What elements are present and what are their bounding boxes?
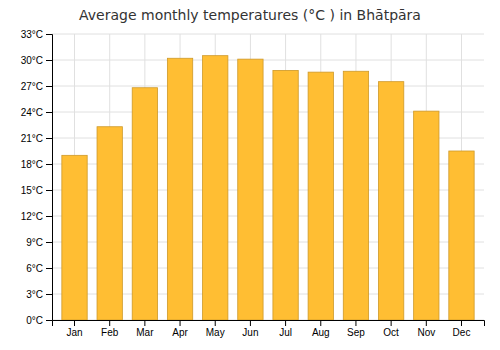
x-tick-mark <box>461 320 462 326</box>
bar <box>62 155 87 320</box>
grid-line-y <box>52 86 484 87</box>
grid-line-y <box>52 34 484 35</box>
y-tick: 15°C <box>21 185 52 196</box>
x-tick-label: Aug <box>312 327 330 338</box>
grid <box>52 34 484 320</box>
x-axis: Jan Feb Mar Apr May Jun Jul Aug Sep Oct Nov Dec <box>53 320 485 338</box>
x-tick-mark <box>320 320 321 326</box>
x-tick-mark <box>426 320 427 326</box>
y-tick: 27°C <box>21 81 52 92</box>
y-tick: 33°C <box>21 29 52 40</box>
x-tick: Apr <box>172 320 188 338</box>
y-tick: 6°C <box>26 263 52 274</box>
x-tick-mark <box>180 320 181 326</box>
x-tick: Feb <box>101 320 119 338</box>
y-tick: 0°C <box>26 315 52 326</box>
x-tick-mark <box>285 320 286 326</box>
x-tick-label: Nov <box>417 327 435 338</box>
y-tick: 18°C <box>21 159 52 170</box>
y-tick-label: 24°C <box>21 107 43 118</box>
bar <box>308 72 333 320</box>
y-tick-mark <box>46 268 52 269</box>
y-axis: 0°C 3°C 6°C 9°C 12°C 15°C 18°C 21°C 24°C 27°C 30°C… <box>21 29 53 326</box>
x-tick-mark <box>355 320 356 326</box>
bar <box>167 58 192 320</box>
x-tick: Dec <box>453 320 471 338</box>
y-tick-mark <box>46 86 52 87</box>
y-tick-mark <box>46 138 52 139</box>
bar <box>414 111 439 320</box>
y-tick-mark <box>46 164 52 165</box>
y-tick-label: 27°C <box>21 81 43 92</box>
x-tick-mark <box>109 320 110 326</box>
x-tick: Jun <box>242 320 258 338</box>
x-tick-mark <box>391 320 392 326</box>
y-tick-mark <box>46 216 52 217</box>
grid-line-y <box>52 60 484 61</box>
y-tick: 30°C <box>21 55 52 66</box>
y-tick-mark <box>46 60 52 61</box>
x-tick-label: Dec <box>453 327 471 338</box>
x-tick: Oct <box>383 320 399 338</box>
bars <box>62 56 474 320</box>
y-tick-label: 12°C <box>21 211 43 222</box>
x-tick-mark <box>250 320 251 326</box>
x-tick-label: May <box>206 327 225 338</box>
bar <box>273 70 298 320</box>
x-tick-label: Oct <box>383 327 399 338</box>
y-tick-mark <box>46 320 52 321</box>
y-tick-label: 18°C <box>21 159 43 170</box>
bar <box>97 127 122 320</box>
x-tick-label: Apr <box>172 327 188 338</box>
x-tick: Jan <box>66 320 82 338</box>
y-tick-label: 9°C <box>26 237 43 248</box>
x-tick: Sep <box>347 320 365 338</box>
y-tick-mark <box>46 34 52 35</box>
bar <box>238 59 263 320</box>
x-tick: Aug <box>312 320 330 338</box>
x-tick-label: Jul <box>279 327 292 338</box>
x-tick-label: Jun <box>242 327 258 338</box>
y-tick: 21°C <box>21 133 52 144</box>
bar <box>449 151 474 320</box>
title: Average monthly temperatures (°C ) in Bh… <box>79 7 421 23</box>
y-tick-label: 15°C <box>21 185 43 196</box>
chart: Average monthly temperatures (°C ) in Bh… <box>0 0 500 350</box>
y-tick-label: 3°C <box>26 289 43 300</box>
x-tick-label: Sep <box>347 327 365 338</box>
x-tick: Mar <box>136 320 154 338</box>
bar <box>132 88 157 320</box>
x-tick-label: Mar <box>136 327 154 338</box>
axis-line <box>46 35 53 321</box>
y-tick-label: 33°C <box>21 29 43 40</box>
y-tick: 3°C <box>26 289 52 300</box>
y-tick-label: 21°C <box>21 133 43 144</box>
x-tick-label: Feb <box>101 327 119 338</box>
y-tick-mark <box>46 294 52 295</box>
x-tick: May <box>206 320 225 338</box>
x-tick: Jul <box>279 320 292 338</box>
y-tick: 24°C <box>21 107 52 118</box>
x-tick-label: Jan <box>66 327 82 338</box>
y-tick: 9°C <box>26 237 52 248</box>
x-tick-mark <box>74 320 75 326</box>
bar <box>343 71 368 320</box>
x-tick-mark <box>144 320 145 326</box>
x-tick-mark <box>215 320 216 326</box>
y-tick-mark <box>46 242 52 243</box>
bar <box>203 56 228 320</box>
x-tick: Nov <box>417 320 435 338</box>
y-tick-mark <box>46 112 52 113</box>
bar <box>378 82 403 320</box>
axis-line <box>53 321 485 327</box>
y-tick-label: 6°C <box>26 263 43 274</box>
y-tick-mark <box>46 190 52 191</box>
y-tick: 12°C <box>21 211 52 222</box>
plot: Jan Feb Mar Apr May Jun Jul Aug Sep Oct Nov Dec 0°C 3… <box>21 29 485 338</box>
y-tick-label: 0°C <box>26 315 43 326</box>
y-tick-label: 30°C <box>21 55 43 66</box>
